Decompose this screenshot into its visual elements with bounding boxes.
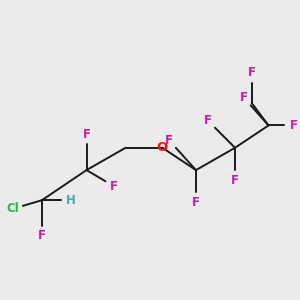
Text: F: F	[231, 174, 239, 187]
Text: F: F	[82, 128, 91, 141]
Text: Cl: Cl	[7, 202, 20, 215]
Text: O: O	[157, 141, 168, 154]
Text: F: F	[192, 196, 200, 209]
Text: H: H	[66, 194, 76, 207]
Text: F: F	[110, 180, 118, 193]
Text: F: F	[248, 67, 256, 80]
Text: F: F	[290, 119, 298, 132]
Text: F: F	[204, 114, 212, 127]
Text: F: F	[38, 230, 46, 242]
Text: F: F	[240, 91, 248, 104]
Text: F: F	[165, 134, 173, 147]
